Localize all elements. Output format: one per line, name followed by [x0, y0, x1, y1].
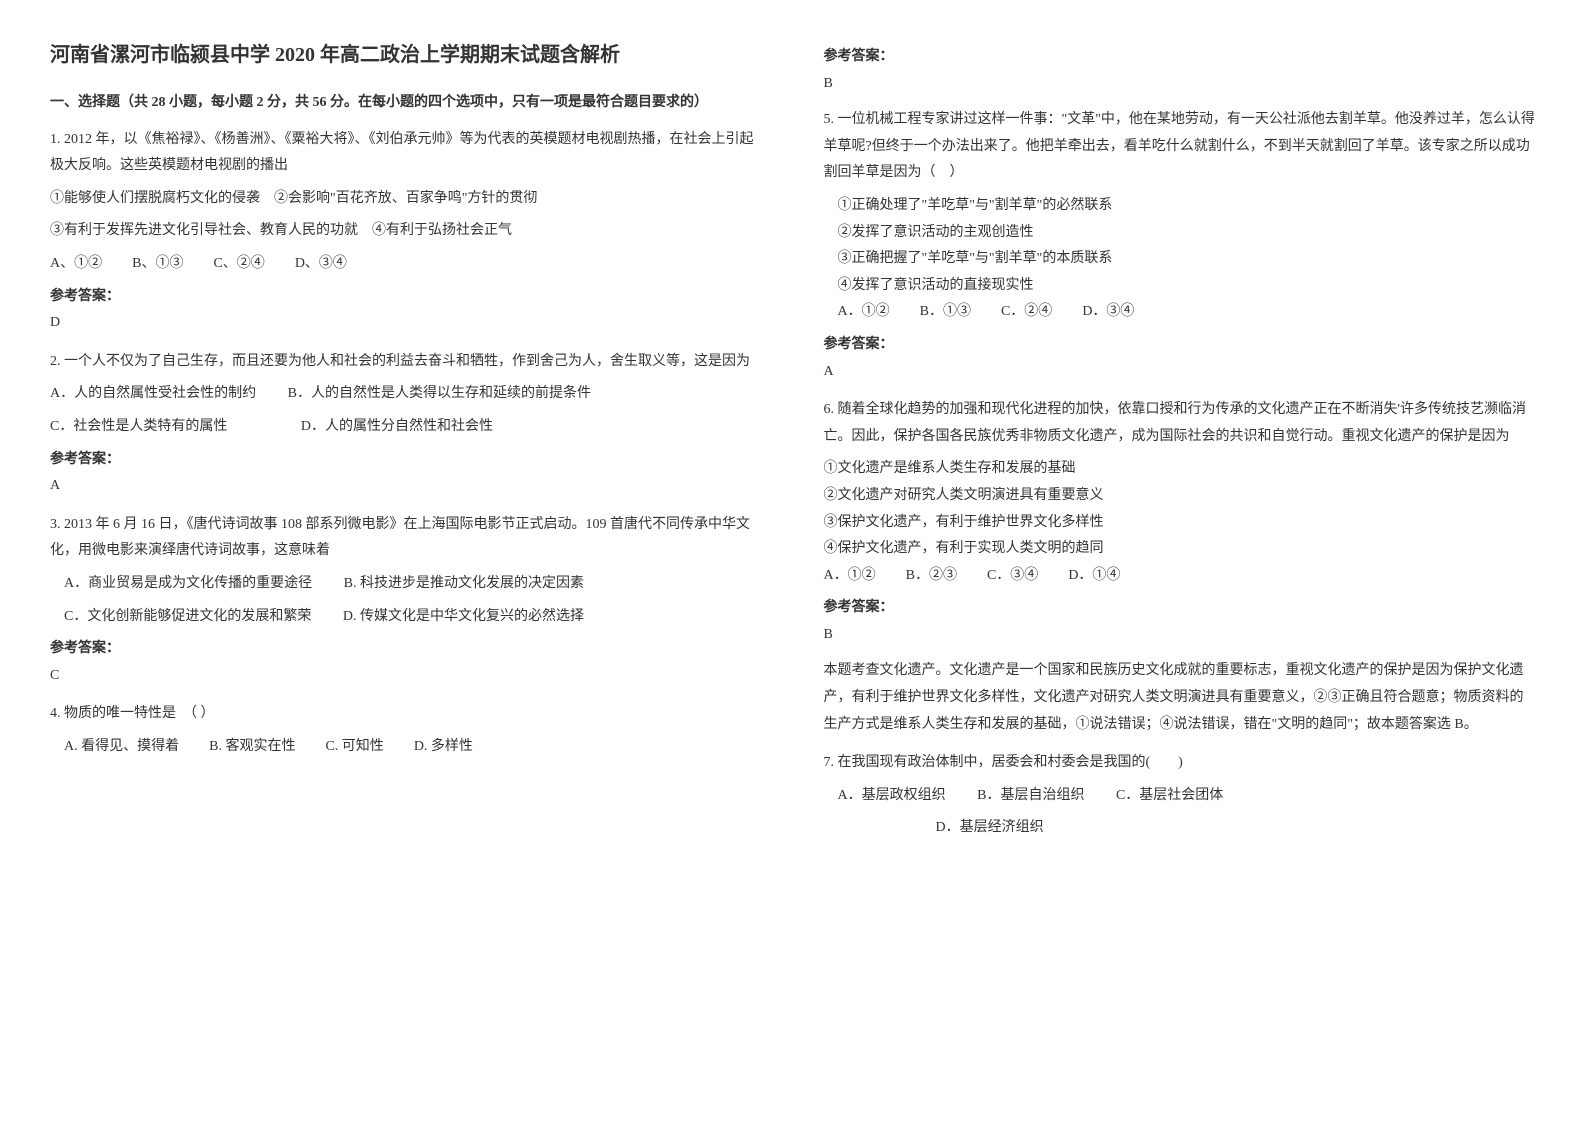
options-row: A. 看得见、摸得着 B. 客观实在性 C. 可知性 D. 多样性	[64, 734, 764, 761]
options-block: C．文化创新能够促进文化的发展和繁荣 D. 传媒文化是中华文化复兴的必然选择	[64, 604, 764, 631]
sub-option: ③保护文化遗产，有利于维护世界文化多样性	[824, 510, 1538, 537]
question-7: 7. 在我国现有政治体制中，居委会和村委会是我国的( ) A．基层政权组织 B．…	[824, 750, 1538, 842]
options-block: A．基层政权组织 B．基层自治组织 C．基层社会团体	[838, 783, 1538, 810]
question-5: 5. 一位机械工程专家讲过这样一件事："文革"中，他在某地劳动，有一天公社派他去…	[824, 107, 1538, 385]
answer-label: 参考答案：	[824, 332, 1538, 359]
question-2: 2. 一个人不仅为了自己生存，而且还要为他人和社会的利益去奋斗和牺牲，作到舍己为…	[50, 349, 764, 500]
question-1: 1. 2012 年，以《焦裕禄》、《杨善洲》、《粟裕大将》、《刘伯承元帅》等为代…	[50, 127, 764, 337]
answer-label: 参考答案：	[50, 447, 764, 474]
question-subline: ③有利于发挥先进文化引导社会、教育人民的功就 ④有利于弘扬社会正气	[50, 218, 764, 245]
options-block: D．基层经济组织	[824, 815, 1538, 842]
options-block: A．人的自然属性受社会性的制约 B．人的自然性是人类得以生存和延续的前提条件	[50, 381, 764, 408]
option-d: D．①④	[1068, 563, 1120, 590]
option-a: A. 看得见、摸得着	[64, 734, 179, 761]
question-stem: 4. 物质的唯一特性是 （ ）	[50, 701, 764, 728]
answer-value: A	[50, 473, 764, 500]
sub-option: ③正确把握了"羊吃草"与"割羊草"的本质联系	[838, 246, 1538, 273]
option-d: D、③④	[295, 251, 347, 278]
option-c: C．文化创新能够促进文化的发展和繁荣	[64, 609, 311, 624]
question-stem: 3. 2013 年 6 月 16 日，《唐代诗词故事 108 部系列微电影》在上…	[50, 512, 764, 565]
sub-option: ④保护文化遗产，有利于实现人类文明的趋同	[824, 536, 1538, 563]
document-title: 河南省漯河市临颍县中学 2020 年高二政治上学期期末试题含解析	[50, 40, 764, 70]
question-stem: 2. 一个人不仅为了自己生存，而且还要为他人和社会的利益去奋斗和牺牲，作到舍己为…	[50, 349, 764, 376]
option-d: D．基层经济组织	[936, 820, 1044, 835]
answer-value: B	[824, 622, 1538, 649]
option-b: B．①③	[920, 299, 971, 326]
answer-value: B	[824, 71, 1538, 98]
section-header: 一、选择题（共 28 小题，每小题 2 分，共 56 分。在每小题的四个选项中，…	[50, 90, 764, 117]
question-stem: 7. 在我国现有政治体制中，居委会和村委会是我国的( )	[824, 750, 1538, 777]
option-a: A．基层政权组织	[838, 788, 946, 803]
option-b: B. 客观实在性	[209, 734, 295, 761]
question-stem: 5. 一位机械工程专家讲过这样一件事："文革"中，他在某地劳动，有一天公社派他去…	[824, 107, 1538, 187]
option-c: C．③④	[987, 563, 1038, 590]
answer-label: 参考答案：	[824, 595, 1538, 622]
options-row: A．①② B．①③ C．②④ D．③④	[838, 299, 1538, 326]
answer-value: C	[50, 663, 764, 690]
option-c: C. 可知性	[325, 734, 383, 761]
option-a: A．①②	[838, 299, 890, 326]
sub-option: ①正确处理了"羊吃草"与"割羊草"的必然联系	[838, 193, 1538, 220]
options-block: A．商业贸易是成为文化传播的重要途径 B. 科技进步是推动文化发展的决定因素	[64, 571, 764, 598]
option-b: B、①③	[132, 251, 183, 278]
option-c: C、②④	[213, 251, 264, 278]
option-b: B．基层自治组织	[977, 788, 1084, 803]
left-column: 河南省漯河市临颍县中学 2020 年高二政治上学期期末试题含解析 一、选择题（共…	[50, 40, 764, 854]
sub-option: ②文化遗产对研究人类文明演进具有重要意义	[824, 483, 1538, 510]
option-b: B. 科技进步是推动文化发展的决定因素	[344, 576, 584, 591]
answer-label: 参考答案：	[50, 636, 764, 663]
option-c: C．社会性是人类特有的属性	[50, 419, 227, 434]
option-c: C．基层社会团体	[1116, 788, 1223, 803]
sub-option: ④发挥了意识活动的直接现实性	[838, 273, 1538, 300]
option-c: C．②④	[1001, 299, 1052, 326]
options-block: C．社会性是人类特有的属性 D．人的属性分自然性和社会性	[50, 414, 764, 441]
options-row: A、①② B、①③ C、②④ D、③④	[50, 251, 764, 278]
answer-label: 参考答案：	[50, 284, 764, 311]
option-d: D. 多样性	[414, 734, 473, 761]
question-stem: 6. 随着全球化趋势的加强和现代化进程的加快，依靠口授和行为传承的文化遗产正在不…	[824, 397, 1538, 450]
sub-option: ①文化遗产是维系人类生存和发展的基础	[824, 456, 1538, 483]
option-a: A．人的自然属性受社会性的制约	[50, 386, 256, 401]
option-b: B．②③	[906, 563, 957, 590]
question-6: 6. 随着全球化趋势的加强和现代化进程的加快，依靠口授和行为传承的文化遗产正在不…	[824, 397, 1538, 738]
option-a: A、①②	[50, 251, 102, 278]
options-row: A．①② B．②③ C．③④ D．①④	[824, 563, 1538, 590]
option-d: D. 传媒文化是中华文化复兴的必然选择	[343, 609, 584, 624]
question-3: 3. 2013 年 6 月 16 日，《唐代诗词故事 108 部系列微电影》在上…	[50, 512, 764, 690]
option-a: A．①②	[824, 563, 876, 590]
option-b: B．人的自然性是人类得以生存和延续的前提条件	[288, 386, 591, 401]
question-subline: ①能够使人们摆脱腐朽文化的侵袭 ②会影响"百花齐放、百家争鸣"方针的贯彻	[50, 186, 764, 213]
answer-label: 参考答案：	[824, 44, 1538, 71]
question-stem: 1. 2012 年，以《焦裕禄》、《杨善洲》、《粟裕大将》、《刘伯承元帅》等为代…	[50, 127, 764, 180]
sub-option: ②发挥了意识活动的主观创造性	[838, 220, 1538, 247]
option-a: A．商业贸易是成为文化传播的重要途径	[64, 576, 312, 591]
answer-value: D	[50, 310, 764, 337]
question-4: 4. 物质的唯一特性是 （ ） A. 看得见、摸得着 B. 客观实在性 C. 可…	[50, 701, 764, 760]
option-d: D．③④	[1082, 299, 1134, 326]
explanation: 本题考查文化遗产。文化遗产是一个国家和民族历史文化成就的重要标志，重视文化遗产的…	[824, 658, 1538, 738]
right-column: 参考答案： B 5. 一位机械工程专家讲过这样一件事："文革"中，他在某地劳动，…	[824, 40, 1538, 854]
option-d: D．人的属性分自然性和社会性	[301, 419, 493, 434]
answer-value: A	[824, 359, 1538, 386]
